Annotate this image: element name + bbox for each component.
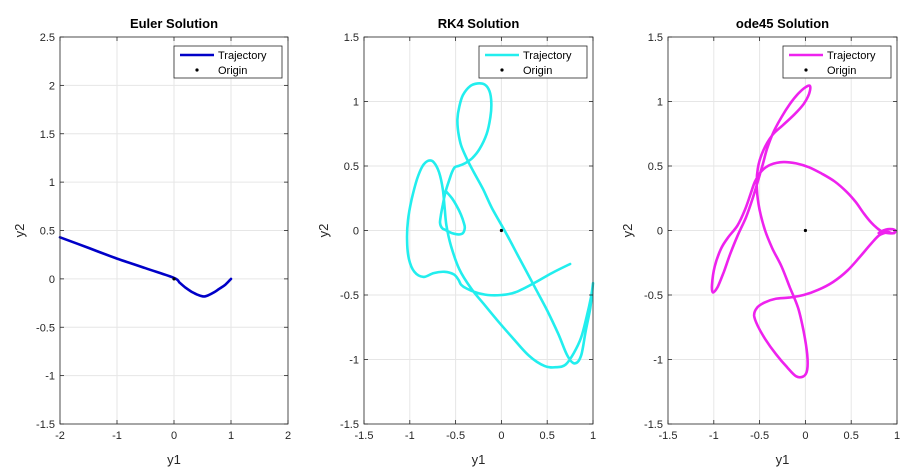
y-tick-label: -1 xyxy=(45,371,55,383)
y-tick-label: -1.5 xyxy=(644,419,663,431)
chart-panel-2: -1.5 -1 -0.5 0 0.5 1 -1.5 -1 -0.5 0 0.5 1 1.5 RK4 Sol… xyxy=(316,16,596,467)
y-tick-label: -0.5 xyxy=(644,290,663,302)
x-tick-label: -1 xyxy=(709,430,719,442)
legend-marker-dot xyxy=(500,68,504,72)
y-tick-label: 1.5 xyxy=(40,129,55,141)
trajectory-line xyxy=(58,236,233,298)
chart-title: Euler Solution xyxy=(130,16,218,31)
origin-point xyxy=(172,277,176,281)
x-tick-label: 0 xyxy=(498,430,504,442)
y-tick-label: 1.5 xyxy=(648,32,663,44)
trajectory-line xyxy=(405,82,595,369)
y-tick-label: 0 xyxy=(353,226,359,238)
y-tick-label: 0.5 xyxy=(344,161,359,173)
legend-label: Origin xyxy=(218,65,247,77)
y-axis-label: y2 xyxy=(620,224,635,238)
y-tick-label: -1.5 xyxy=(340,419,359,431)
y-tick-label: 1 xyxy=(353,97,359,109)
x-tick-label: 0 xyxy=(171,430,177,442)
chart-title: RK4 Solution xyxy=(438,16,520,31)
y-axis-label: y2 xyxy=(12,224,27,238)
origin-point xyxy=(499,228,503,233)
x-tick-label: 0 xyxy=(802,430,808,442)
x-tick-label: -0.5 xyxy=(750,430,769,442)
x-tick-label: 1 xyxy=(894,430,900,442)
y-tick-label: 0 xyxy=(657,226,663,238)
legend-label: Trajectory xyxy=(523,50,572,62)
origin-point xyxy=(803,228,808,233)
legend: Trajectory Origin xyxy=(782,45,892,79)
x-tick-label: -1.5 xyxy=(659,430,678,442)
legend-label: Origin xyxy=(523,65,552,77)
y-tick-label: 1 xyxy=(49,177,55,189)
legend: Trajectory Origin xyxy=(173,45,283,79)
x-tick-label: -1.5 xyxy=(355,430,374,442)
y-tick-label: 0.5 xyxy=(648,161,663,173)
y-tick-label: -0.5 xyxy=(340,290,359,302)
legend-label: Origin xyxy=(827,65,856,77)
legend-marker-dot xyxy=(804,68,808,72)
x-axis-label: y1 xyxy=(472,452,486,467)
legend-marker-dot xyxy=(195,68,199,72)
y-tick-label: 0.5 xyxy=(40,226,55,238)
x-tick-label: -0.5 xyxy=(446,430,465,442)
legend-box xyxy=(782,45,892,79)
x-axis-label: y1 xyxy=(167,452,181,467)
chart-panel-1: -2 -1 0 1 2 -1.5 -1 -0.5 0 0.5 1 1.5 2 2.5 Euler Solut… xyxy=(12,16,291,467)
legend-label: Trajectory xyxy=(218,50,267,62)
y-tick-label: 1 xyxy=(657,97,663,109)
legend: Trajectory Origin xyxy=(478,45,588,79)
x-tick-label: 0.5 xyxy=(844,430,859,442)
legend-box xyxy=(478,45,588,79)
x-tick-label: -1 xyxy=(112,430,122,442)
y-tick-label: -0.5 xyxy=(36,322,55,334)
legend-box xyxy=(173,45,283,79)
y-axis-label: y2 xyxy=(316,224,331,238)
x-tick-label: 0.5 xyxy=(540,430,555,442)
x-tick-label: 2 xyxy=(285,430,291,442)
x-tick-label: -1 xyxy=(405,430,415,442)
y-tick-label: -1 xyxy=(349,355,359,367)
y-tick-label: 0 xyxy=(49,274,55,286)
legend-label: Trajectory xyxy=(827,50,876,62)
y-tick-label: 1.5 xyxy=(344,32,359,44)
chart-panel-3: -1.5 -1 -0.5 0 0.5 1 -1.5 -1 -0.5 0 0.5 1 1.5 ode45 S… xyxy=(620,16,900,467)
y-tick-label: 2.5 xyxy=(40,32,55,44)
x-tick-label: -2 xyxy=(55,430,65,442)
y-tick-label: -1 xyxy=(653,355,663,367)
y-tick-label: -1.5 xyxy=(36,419,55,431)
chart-title: ode45 Solution xyxy=(736,16,829,31)
x-tick-label: 1 xyxy=(228,430,234,442)
y-tick-label: 2 xyxy=(49,80,55,92)
x-tick-label: 1 xyxy=(590,430,596,442)
trajectory-line xyxy=(710,84,897,379)
x-axis-label: y1 xyxy=(776,452,790,467)
